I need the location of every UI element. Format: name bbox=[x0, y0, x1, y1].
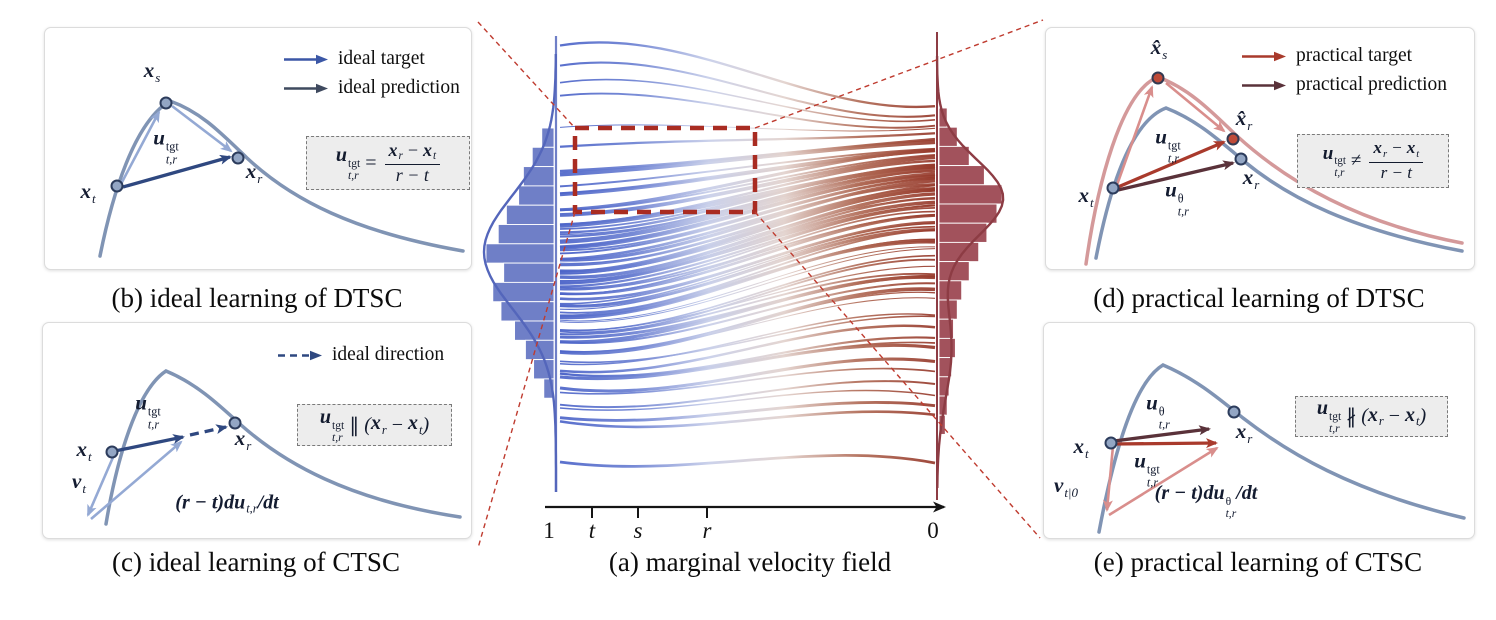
caption-c: (c) ideal learning of CTSC bbox=[112, 547, 400, 577]
axis-tick-label: r bbox=[703, 518, 713, 543]
label-x-t: xt bbox=[1078, 183, 1094, 210]
caption-a: (a) marginal velocity field bbox=[608, 547, 892, 577]
arrow-icon bbox=[284, 54, 328, 64]
legend-panel-c: ideal direction bbox=[277, 344, 444, 366]
flow-trajectories bbox=[559, 41, 936, 468]
label-u-tgt: u tgt t,r bbox=[153, 125, 179, 167]
label-x-r: xr bbox=[1235, 419, 1253, 446]
label-u-theta: u θ t,r bbox=[1146, 390, 1170, 432]
caption-b: (b) ideal learning of DTSC bbox=[111, 283, 403, 313]
legend-item: practical target bbox=[1241, 45, 1447, 67]
equation-ideal-dtsc: u tgt t,r = xr − xt r − t bbox=[306, 136, 470, 190]
arrow-icon bbox=[1242, 51, 1286, 61]
label-xhat-s: x̂s bbox=[1150, 35, 1168, 62]
zoom-connector-line bbox=[477, 21, 576, 129]
legend-label: practical target bbox=[1296, 45, 1413, 66]
label-xhat-r: x̂r bbox=[1235, 106, 1253, 133]
legend-label: practical prediction bbox=[1296, 74, 1448, 95]
arrow-icon bbox=[284, 83, 328, 93]
legend-label: ideal direction bbox=[332, 344, 445, 365]
axis-tick-label: s bbox=[634, 518, 643, 543]
label-u-theta: u θ t,r bbox=[1165, 177, 1189, 219]
label-x-r: xr bbox=[1242, 165, 1260, 192]
legend-item: ideal target bbox=[283, 48, 460, 70]
label-x-t: xt bbox=[1073, 434, 1089, 461]
zoom-connector-line bbox=[754, 19, 1044, 129]
equation-practical-ctsc: u tgt t,r ∦(xr − xt) bbox=[1295, 396, 1448, 437]
legend-item: practical prediction bbox=[1241, 74, 1447, 96]
dashed-arrow-icon bbox=[278, 350, 322, 360]
legend-panel-d: practical target practical prediction bbox=[1241, 45, 1447, 96]
left-density-curve bbox=[482, 54, 558, 492]
axis-tick-label: 1 bbox=[543, 518, 555, 543]
label-u-tgt: u tgt t,r bbox=[135, 390, 161, 432]
left-marginal-histogram bbox=[485, 127, 555, 399]
legend-panel-b: ideal target ideal prediction bbox=[283, 48, 460, 99]
velocity-field: 1 t s r 0 bbox=[477, 19, 1044, 549]
label-x-t: xt bbox=[76, 437, 92, 464]
right-density-curve bbox=[935, 56, 1005, 489]
time-axis: 1 t s r 0 bbox=[543, 501, 946, 543]
arrow-icon bbox=[1242, 80, 1286, 90]
zoom-highlight-box bbox=[572, 125, 758, 215]
caption-d: (d) practical learning of DTSC bbox=[1093, 283, 1425, 313]
label-x-t: xt bbox=[80, 179, 96, 206]
legend-item: ideal prediction bbox=[283, 77, 460, 99]
label-du-term: (r − t)du θ t,r/dt bbox=[1154, 481, 1258, 520]
label-v-t: vt bbox=[72, 469, 86, 496]
label-x-r: xr bbox=[245, 159, 263, 186]
legend-item: ideal direction bbox=[277, 344, 444, 366]
label-x-s: xs bbox=[143, 58, 161, 85]
label-u-tgt: u tgt t,r bbox=[1155, 124, 1181, 166]
right-marginal-histogram bbox=[938, 107, 1003, 435]
label-x-r: xr bbox=[234, 426, 252, 453]
zoom-connector-line bbox=[477, 211, 576, 549]
zoom-connector-line bbox=[754, 211, 1041, 539]
label-du-term: (r − t)dut,r/dt bbox=[175, 491, 279, 516]
legend-label: ideal target bbox=[338, 48, 425, 69]
label-v-t0: vt|0 bbox=[1053, 473, 1079, 500]
legend-label: ideal prediction bbox=[338, 77, 460, 98]
caption-e: (e) practical learning of CTSC bbox=[1093, 547, 1423, 577]
equation-ideal-ctsc: u tgt t,r ∥(xr − xt) bbox=[297, 404, 452, 446]
equation-practical-dtsc: u tgt t,r ≠ xr − xt r − t bbox=[1297, 134, 1449, 188]
axis-tick-label: t bbox=[589, 518, 596, 543]
axis-tick-label: 0 bbox=[927, 518, 939, 543]
